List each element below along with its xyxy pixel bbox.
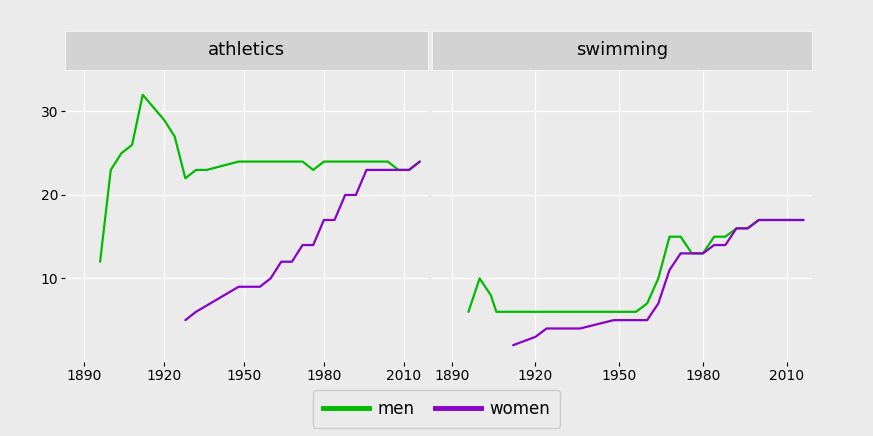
Text: swimming: swimming — [576, 41, 668, 59]
Text: athletics: athletics — [208, 41, 285, 59]
Legend: men, women: men, women — [313, 390, 560, 428]
